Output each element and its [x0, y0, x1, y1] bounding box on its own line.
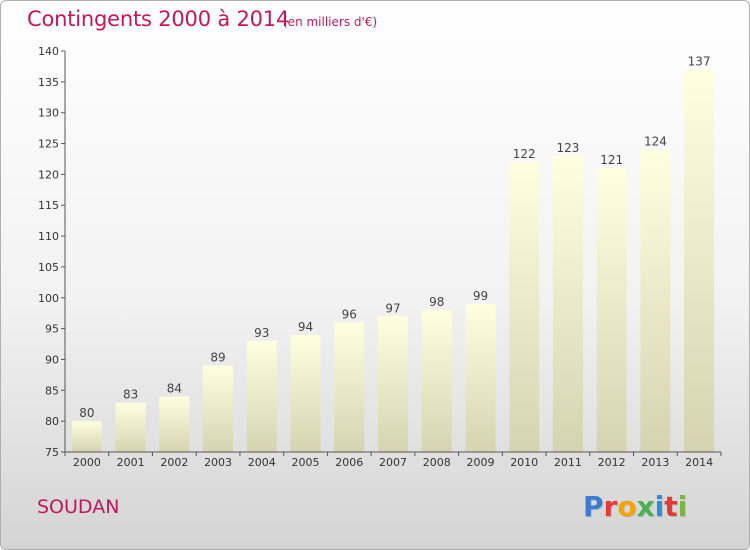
y-tick-label: 75 [45, 446, 59, 459]
y-tick-label: 105 [38, 261, 59, 274]
logo-letter: x [636, 490, 655, 523]
bar-2005 [290, 334, 321, 452]
bar-2013 [640, 149, 671, 452]
bar-2008 [421, 310, 452, 452]
bar-2006 [334, 322, 365, 452]
data-label-2002: 84 [167, 381, 182, 395]
x-tick-label: 2010 [510, 456, 538, 469]
data-label-2004: 93 [254, 326, 269, 340]
data-label-2006: 96 [342, 307, 357, 321]
x-tick-label: 2000 [73, 456, 101, 469]
y-tick-label: 115 [38, 199, 59, 212]
y-tick-label: 130 [38, 107, 59, 120]
data-label-2000: 80 [79, 406, 94, 420]
x-tick-label: 2013 [641, 456, 669, 469]
bar-2014 [684, 69, 715, 452]
logo-letter: o [617, 490, 637, 523]
data-label-2007: 97 [385, 301, 400, 315]
data-label-2010: 122 [513, 147, 536, 161]
x-tick-label: 2014 [685, 456, 713, 469]
proxiti-logo[interactable]: Proxiti [583, 490, 687, 523]
bar-2001 [115, 402, 146, 452]
bar-2004 [246, 340, 277, 452]
x-tick-label: 2008 [423, 456, 451, 469]
chart-title: Contingents 2000 à 2014 [27, 7, 290, 31]
x-tick-label: 2002 [160, 456, 188, 469]
logo-letter: i [654, 490, 665, 523]
y-tick-label: 135 [38, 76, 59, 89]
chart-subtitle: (en milliers d'€) [283, 15, 378, 29]
data-label-2013: 124 [644, 135, 667, 149]
data-label-2011: 123 [556, 141, 579, 155]
bars-layer: 80 83 84 89 93 94 96 97 98 99 122 123 121 124 137 [71, 55, 715, 453]
y-tick-label: 140 [38, 45, 59, 58]
data-label-2008: 98 [429, 295, 444, 309]
y-tick-label: 100 [38, 292, 59, 305]
axes-layer: 2000 2001 2002 2003 2004 2005 2006 2007 2008 2009… [38, 45, 722, 469]
x-tick-label: 2011 [554, 456, 582, 469]
data-label-2003: 89 [210, 351, 225, 365]
bar-2009 [465, 303, 496, 452]
bar-2003 [203, 365, 234, 452]
bar-2000 [71, 421, 102, 452]
y-tick-label: 80 [45, 415, 59, 428]
y-tick-label: 110 [38, 230, 59, 243]
data-label-2005: 94 [298, 320, 313, 334]
x-tick-label: 2007 [379, 456, 407, 469]
bar-2011 [552, 155, 583, 452]
bar-2007 [378, 316, 408, 452]
logo-letter: i [677, 490, 688, 523]
x-tick-label: 2006 [335, 456, 363, 469]
y-tick-label: 85 [45, 384, 59, 397]
x-tick-label: 2004 [248, 456, 276, 469]
x-tick-label: 2012 [598, 456, 626, 469]
logo-letter: t [664, 490, 678, 523]
x-tick-label: 2001 [117, 456, 145, 469]
y-tick-label: 120 [38, 168, 59, 181]
data-label-2012: 121 [600, 153, 623, 167]
bar-2010 [509, 162, 540, 453]
y-tick-label: 125 [38, 138, 59, 151]
commune-name: SOUDAN [37, 496, 120, 518]
logo-letter: P [583, 490, 604, 523]
x-tick-label: 2009 [466, 456, 494, 469]
x-tick-label: 2005 [292, 456, 320, 469]
bar-2012 [596, 168, 627, 452]
data-label-2014: 137 [688, 55, 711, 69]
y-tick-label: 95 [45, 323, 59, 336]
data-label-2001: 83 [123, 388, 138, 402]
bar-2002 [159, 396, 190, 452]
x-tick-label: 2003 [204, 456, 232, 469]
y-tick-label: 90 [45, 353, 59, 366]
data-label-2009: 99 [473, 289, 488, 303]
logo-letter: r [603, 490, 618, 523]
